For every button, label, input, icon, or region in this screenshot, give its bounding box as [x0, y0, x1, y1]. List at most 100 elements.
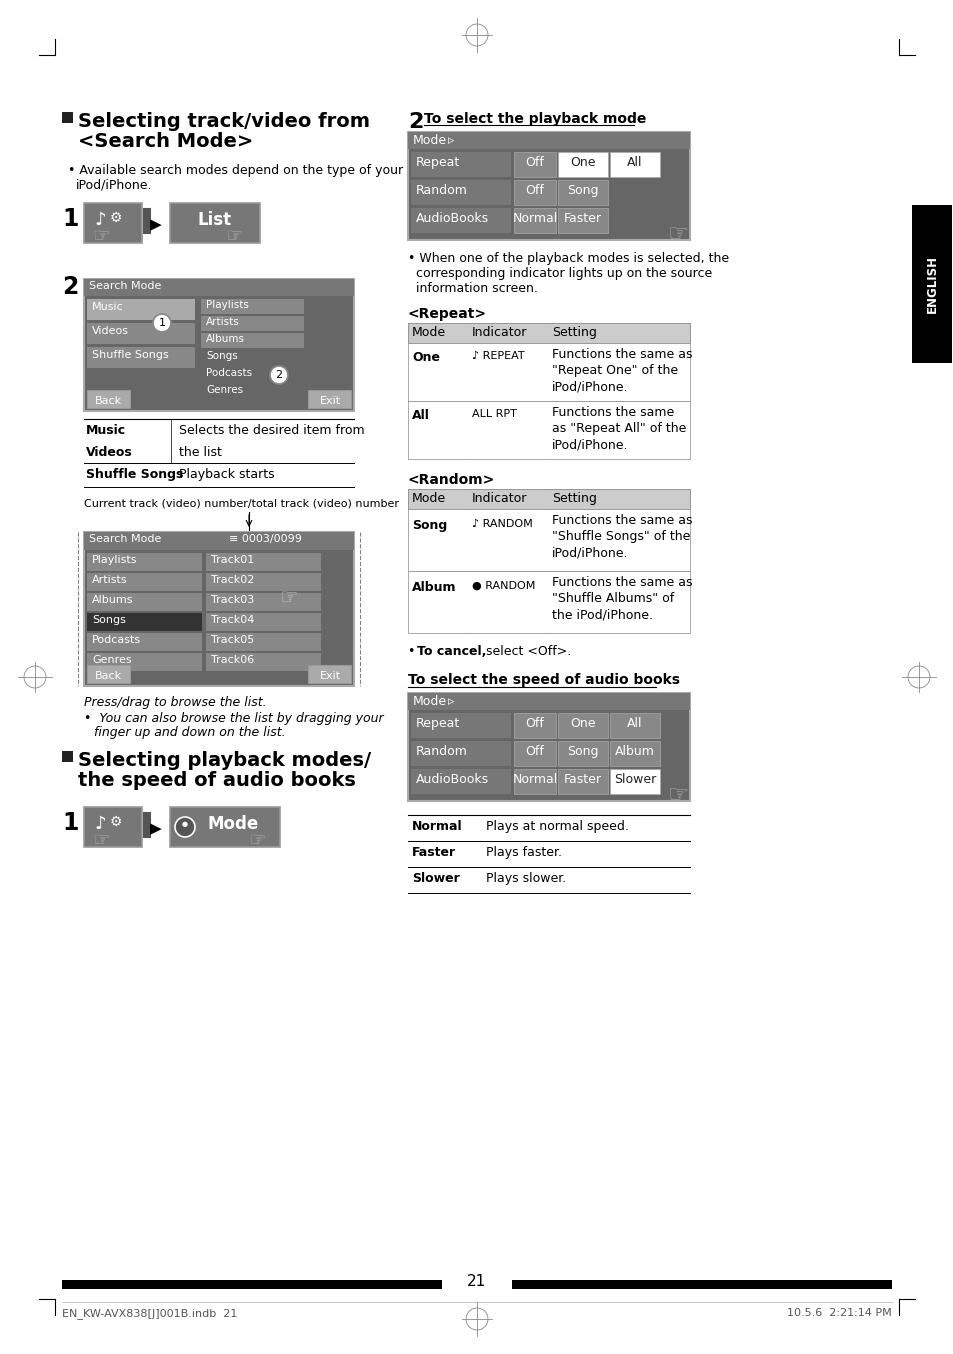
Text: Off: Off — [525, 184, 544, 196]
Text: Genres: Genres — [206, 385, 243, 395]
Bar — [206, 653, 320, 672]
Bar — [87, 634, 202, 651]
Text: Random: Random — [416, 745, 467, 758]
Text: Selecting playback modes/: Selecting playback modes/ — [78, 751, 371, 770]
Text: Mode: Mode — [413, 695, 447, 708]
Bar — [201, 349, 304, 366]
Text: Normal: Normal — [512, 213, 558, 225]
Bar — [514, 209, 556, 233]
Bar — [170, 203, 260, 242]
Text: 2: 2 — [408, 112, 423, 131]
Bar — [408, 693, 689, 709]
Text: ☞: ☞ — [248, 831, 265, 850]
Text: All: All — [626, 156, 642, 169]
Text: Artists: Artists — [91, 575, 128, 585]
Text: ☞: ☞ — [225, 227, 242, 246]
Bar — [411, 180, 511, 204]
Text: All: All — [626, 718, 642, 730]
Bar — [206, 573, 320, 590]
Bar — [408, 343, 689, 401]
Text: Setting: Setting — [552, 326, 597, 338]
Text: 2: 2 — [62, 275, 78, 299]
Bar — [514, 180, 556, 204]
Bar — [408, 489, 689, 509]
Text: Random: Random — [416, 184, 467, 196]
Text: Selecting track/video from: Selecting track/video from — [78, 112, 370, 131]
Text: Track04: Track04 — [211, 615, 254, 626]
Text: Repeat: Repeat — [416, 718, 459, 730]
Text: Search Mode: Search Mode — [89, 533, 161, 544]
Text: ●: ● — [182, 821, 188, 827]
Text: 1: 1 — [62, 207, 78, 232]
Bar — [87, 593, 202, 611]
Text: Albums: Albums — [206, 334, 245, 344]
Text: Videos: Videos — [91, 326, 129, 336]
Text: iPod/iPhone.: iPod/iPhone. — [552, 546, 628, 559]
Text: ☞: ☞ — [91, 831, 110, 850]
Text: Plays at normal speed.: Plays at normal speed. — [485, 821, 628, 833]
Text: information screen.: information screen. — [408, 282, 537, 295]
Bar — [558, 769, 607, 793]
Text: 1: 1 — [62, 811, 78, 835]
Text: Functions the same as: Functions the same as — [552, 515, 692, 527]
Circle shape — [174, 816, 194, 837]
Bar — [84, 279, 354, 412]
Text: iPod/iPhone.: iPod/iPhone. — [552, 437, 628, 451]
Text: Song: Song — [412, 519, 447, 532]
Text: ▶: ▶ — [150, 217, 162, 232]
Text: <Random>: <Random> — [408, 473, 495, 487]
Text: ♪ RANDOM: ♪ RANDOM — [472, 519, 532, 529]
Text: To cancel,: To cancel, — [416, 645, 486, 658]
Text: iPod/iPhone.: iPod/iPhone. — [76, 177, 152, 191]
Text: Functions the same as: Functions the same as — [552, 575, 692, 589]
Text: • Available search modes depend on the type of your: • Available search modes depend on the t… — [68, 164, 403, 177]
Text: the list: the list — [179, 445, 222, 459]
Text: 1: 1 — [158, 318, 165, 328]
Text: Track01: Track01 — [211, 555, 254, 565]
Bar — [408, 131, 689, 149]
Text: Mode: Mode — [208, 815, 259, 833]
Text: ☞: ☞ — [91, 227, 110, 246]
Text: Albums: Albums — [91, 594, 133, 605]
Bar — [84, 807, 142, 848]
Bar — [201, 333, 304, 348]
Text: Podcasts: Podcasts — [206, 368, 252, 378]
Bar — [201, 315, 304, 330]
Text: Songs: Songs — [206, 351, 237, 362]
Bar — [609, 714, 659, 738]
Text: Song: Song — [567, 184, 598, 196]
Text: Videos: Videos — [86, 445, 132, 459]
Text: "Shuffle Songs" of the: "Shuffle Songs" of the — [552, 529, 690, 543]
Text: Podcasts: Podcasts — [91, 635, 141, 645]
Text: Mode: Mode — [413, 134, 447, 148]
Text: Plays faster.: Plays faster. — [485, 846, 561, 858]
Text: Functions the same: Functions the same — [552, 406, 674, 418]
Text: ♪ REPEAT: ♪ REPEAT — [472, 351, 524, 362]
Bar — [87, 573, 202, 590]
Bar — [411, 714, 511, 738]
Bar — [408, 324, 689, 343]
Text: ♪: ♪ — [94, 211, 106, 229]
Text: as "Repeat All" of the: as "Repeat All" of the — [552, 422, 685, 435]
Text: ▹: ▹ — [448, 134, 454, 148]
Bar — [87, 299, 194, 320]
Bar — [201, 299, 304, 314]
Text: ☞: ☞ — [667, 222, 688, 246]
Text: ☞: ☞ — [278, 588, 297, 608]
Text: <Repeat>: <Repeat> — [408, 307, 486, 321]
Text: Faster: Faster — [563, 773, 601, 787]
Circle shape — [270, 366, 288, 385]
Bar — [911, 204, 951, 363]
Bar — [514, 769, 556, 793]
Bar — [408, 131, 689, 240]
Bar — [308, 665, 351, 682]
Text: To select the playback mode: To select the playback mode — [423, 112, 646, 126]
Text: Track06: Track06 — [211, 655, 254, 665]
Text: Track03: Track03 — [211, 594, 254, 605]
Bar — [84, 532, 354, 686]
Bar — [609, 741, 659, 766]
Text: Current track (video) number/total track (video) number: Current track (video) number/total track… — [84, 500, 398, 509]
Bar — [411, 741, 511, 766]
Text: Song: Song — [567, 745, 598, 758]
Bar — [558, 152, 607, 177]
